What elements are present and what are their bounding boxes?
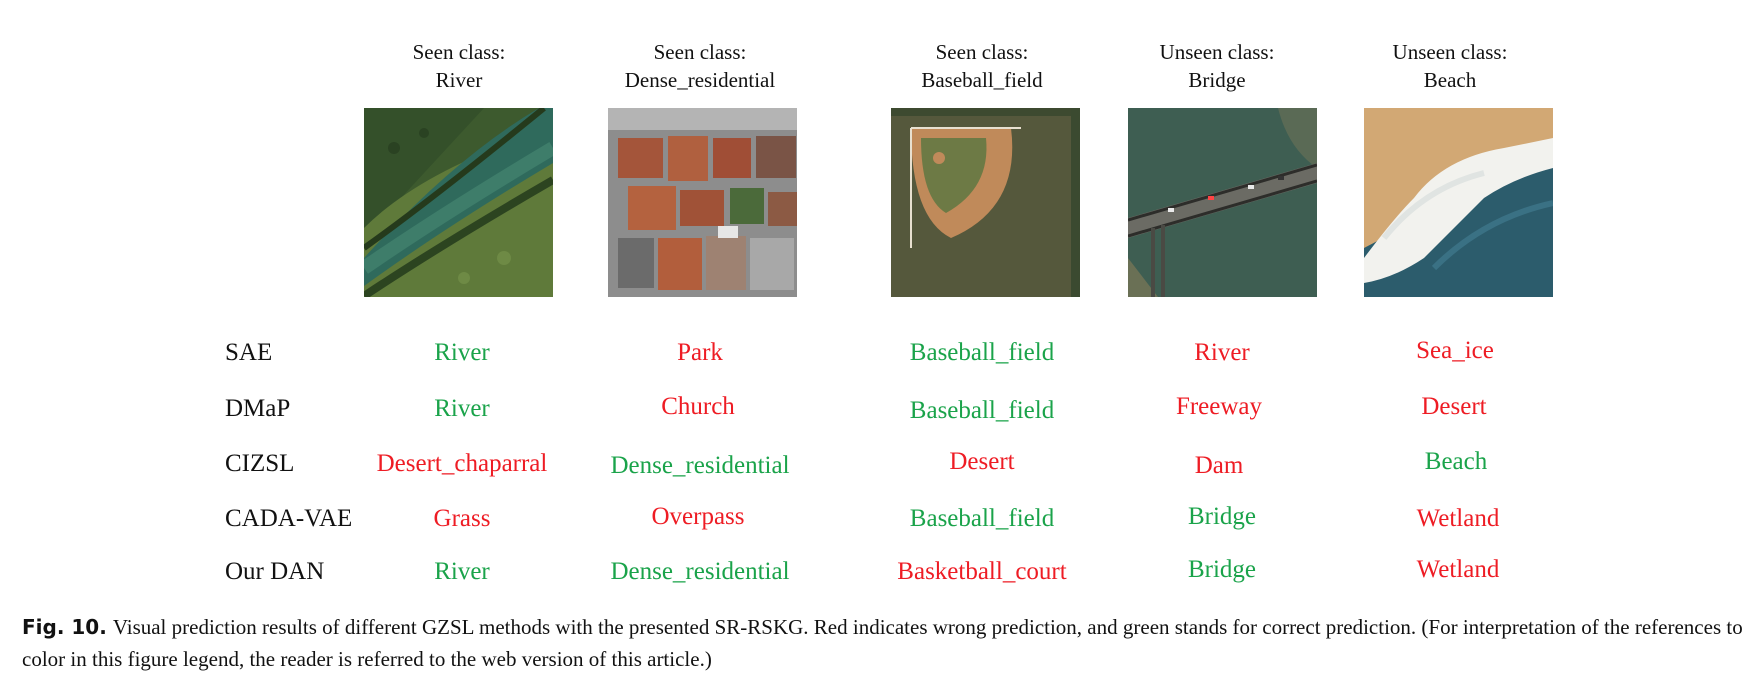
method-label-dmap: DMaP	[225, 395, 291, 422]
prediction-cell: River	[1194, 339, 1250, 366]
prediction-cell: Desert_chaparral	[376, 450, 548, 477]
prediction-cell: Wetland	[1416, 505, 1500, 532]
beach-aerial-image	[1364, 108, 1553, 297]
prediction-cell: River	[434, 395, 490, 422]
column-header-river: Seen class: River	[339, 38, 579, 94]
method-label-our-dan: Our DAN	[225, 558, 325, 585]
prediction-cell: Church	[661, 393, 735, 420]
prediction-cell: Bridge	[1187, 556, 1257, 583]
prediction-cell: Desert	[949, 448, 1015, 475]
prediction-cell: Wetland	[1416, 556, 1500, 583]
column-kind: Seen class:	[935, 40, 1029, 64]
prediction-cell: Grass	[433, 505, 491, 532]
column-class-name: Bridge	[1188, 68, 1246, 92]
column-header-bridge: Unseen class: Bridge	[1097, 38, 1337, 94]
figure-caption: Fig. 10. Visual prediction results of dif…	[22, 611, 1752, 675]
prediction-cell: Dense_residential	[610, 452, 790, 479]
method-label-sae: SAE	[225, 339, 273, 366]
image-beach	[1364, 108, 1553, 297]
column-kind: Unseen class:	[1159, 40, 1275, 64]
column-class-name: Beach	[1423, 68, 1477, 92]
column-class-name: Baseball_field	[921, 68, 1043, 92]
prediction-cell: Baseball_field	[909, 505, 1055, 532]
column-kind: Seen class:	[653, 40, 747, 64]
image-bridge	[1128, 108, 1317, 297]
prediction-cell: River	[434, 558, 490, 585]
prediction-cell: Overpass	[651, 503, 745, 530]
column-class-name: Dense_residential	[624, 68, 776, 92]
image-river	[364, 108, 553, 297]
prediction-cell: Beach	[1424, 448, 1488, 475]
prediction-cell: Baseball_field	[909, 397, 1055, 424]
prediction-cell: River	[434, 339, 490, 366]
bridge-aerial-image	[1128, 108, 1317, 297]
method-label-cada-vae: CADA-VAE	[225, 505, 353, 532]
baseball-field-aerial-image	[891, 108, 1080, 297]
prediction-cell: Sea_ice	[1416, 337, 1494, 364]
method-label-cizsl: CIZSL	[225, 450, 295, 477]
image-dense-residential	[608, 108, 797, 297]
column-header-beach: Unseen class: Beach	[1330, 38, 1570, 94]
prediction-cell: Desert	[1421, 393, 1487, 420]
column-class-name: River	[435, 68, 483, 92]
prediction-cell: Park	[677, 339, 723, 366]
column-kind: Seen class:	[412, 40, 506, 64]
prediction-cell: Freeway	[1175, 393, 1263, 420]
prediction-cell: Dam	[1194, 452, 1244, 479]
prediction-cell: Basketball_court	[897, 558, 1067, 585]
column-header-baseball-field: Seen class: Baseball_field	[862, 38, 1102, 94]
river-aerial-image	[364, 108, 553, 297]
figure-label: Fig. 10.	[22, 615, 107, 639]
dense-residential-aerial-image	[608, 108, 797, 297]
image-baseball-field	[891, 108, 1080, 297]
column-header-dense-residential: Seen class: Dense_residential	[580, 38, 820, 94]
prediction-cell: Dense_residential	[610, 558, 790, 585]
prediction-cell: Baseball_field	[909, 339, 1055, 366]
column-kind: Unseen class:	[1392, 40, 1508, 64]
prediction-cell: Bridge	[1187, 503, 1257, 530]
caption-text: Visual prediction results of different G…	[22, 615, 1743, 671]
